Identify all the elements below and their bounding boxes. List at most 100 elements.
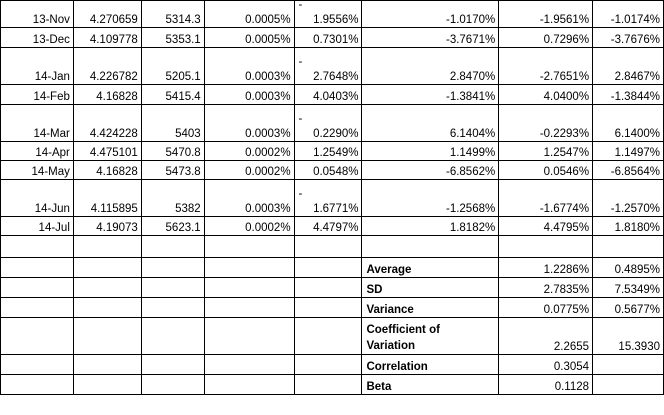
stock-excess-cell: 1.1497% [592, 141, 664, 161]
price-cell: 4.226782 [72, 47, 142, 85]
market-excess-cell: 0.0546% [498, 160, 594, 180]
excess-return-cell: 1.1499% [361, 141, 500, 161]
stat-value-stock: 0.3054 [498, 354, 594, 375]
empty-row [0, 235, 664, 258]
minus-sign: - [298, 113, 303, 125]
market-excess-cell: -2.7651% [498, 47, 594, 85]
stat-value-market: 0.5677% [592, 297, 664, 318]
stat-value-stock: 0.0775% [498, 297, 594, 318]
risk-free-cell: 0.0002% [203, 141, 295, 161]
market-excess-cell: 0.7296% [498, 27, 594, 48]
minus-sign: - [298, 0, 303, 11]
stock-excess-cell: 2.8467% [592, 47, 664, 85]
stock-excess-cell: 6.1400% [592, 104, 664, 142]
stat-value-market: 0.4895% [592, 257, 664, 278]
table-row: 14-Jul 4.19073 5623.1 0.0002% 4.4797% 1.… [0, 216, 664, 236]
index-cell: 5623.1 [140, 216, 205, 236]
risk-free-cell: 0.0003% [203, 179, 295, 217]
market-return-cell: -1.6771% [293, 179, 363, 217]
table-row: 14-Apr 4.475101 5470.8 0.0002% 1.2549% 1… [0, 141, 664, 161]
stat-label: SD [361, 277, 500, 298]
date-cell: 14-Feb [0, 84, 74, 105]
market-excess-cell: -1.6774% [498, 179, 594, 217]
index-cell: 5353.1 [140, 27, 205, 48]
stat-row-average: Average 1.2286% 0.4895% [0, 257, 664, 278]
stat-value-market [592, 354, 664, 375]
date-cell: 14-Jun [0, 179, 74, 217]
stat-row-beta: Beta 0.1128 [0, 374, 664, 395]
excess-return-cell: -1.2568% [361, 179, 500, 217]
market-return-cell: 4.4797% [293, 216, 363, 236]
stock-excess-cell: 1.8180% [592, 216, 664, 236]
stat-row-sd: SD 2.7835% 7.5349% [0, 277, 664, 298]
risk-free-cell: 0.0003% [203, 104, 295, 142]
minus-sign: - [298, 188, 303, 200]
market-excess-cell: 1.2547% [498, 141, 594, 161]
stock-excess-cell: -6.8564% [592, 160, 664, 180]
minus-sign: - [298, 56, 303, 68]
price-cell: 4.424228 [72, 104, 142, 142]
date-cell: 14-Jul [0, 216, 74, 236]
market-excess-cell: 4.0400% [498, 84, 594, 105]
market-return-cell: -1.9556% [293, 0, 363, 28]
market-excess-cell: 4.4795% [498, 216, 594, 236]
date-cell: 14-Jan [0, 47, 74, 85]
risk-free-cell: 0.0003% [203, 84, 295, 105]
stat-value-market [592, 374, 664, 395]
market-return-cell: 4.0403% [293, 84, 363, 105]
market-return-cell: 0.7301% [293, 27, 363, 48]
excess-return-cell: 2.8470% [361, 47, 500, 85]
market-return-cell: -2.7648% [293, 47, 363, 85]
date-cell: 14-Mar [0, 104, 74, 142]
stat-label: Coefficient of Variation [361, 317, 500, 355]
risk-free-cell: 0.0002% [203, 160, 295, 180]
risk-free-cell: 0.0003% [203, 47, 295, 85]
stat-label: Correlation [361, 354, 500, 375]
stat-value-stock: 2.7835% [498, 277, 594, 298]
price-cell: 4.115895 [72, 179, 142, 217]
index-cell: 5473.8 [140, 160, 205, 180]
index-cell: 5415.4 [140, 84, 205, 105]
risk-free-cell: 0.0002% [203, 216, 295, 236]
excess-return-cell: 1.8182% [361, 216, 500, 236]
stock-excess-cell: -1.0174% [592, 0, 664, 28]
price-cell: 4.16828 [72, 160, 142, 180]
stat-row-correlation: Correlation 0.3054 [0, 354, 664, 375]
market-excess-cell: -0.2293% [498, 104, 594, 142]
price-cell: 4.19073 [72, 216, 142, 236]
market-excess-cell: -1.9561% [498, 0, 594, 28]
index-cell: 5470.8 [140, 141, 205, 161]
price-cell: 4.475101 [72, 141, 142, 161]
stock-excess-cell: -3.7676% [592, 27, 664, 48]
table-row: 14-Jun 4.115895 5382 0.0003% -1.6771% -1… [0, 179, 664, 217]
excess-return-cell: -1.3841% [361, 84, 500, 105]
excess-return-cell: 6.1404% [361, 104, 500, 142]
index-cell: 5205.1 [140, 47, 205, 85]
table-row: 14-May 4.16828 5473.8 0.0002% 0.0548% -6… [0, 160, 664, 180]
returns-spreadsheet: 13-Nov 4.270659 5314.3 0.0005% -1.9556% … [0, 0, 664, 395]
stat-label: Average [361, 257, 500, 278]
table-row: 13-Dec 4.109778 5353.1 0.0005% 0.7301% -… [0, 27, 664, 48]
date-cell: 13-Nov [0, 0, 74, 28]
index-cell: 5403 [140, 104, 205, 142]
index-cell: 5382 [140, 179, 205, 217]
stat-value-market: 15.3930 [592, 317, 664, 355]
date-cell: 13-Dec [0, 27, 74, 48]
price-cell: 4.16828 [72, 84, 142, 105]
date-cell: 14-Apr [0, 141, 74, 161]
stat-row-variance: Variance 0.0775% 0.5677% [0, 297, 664, 318]
table-row: 13-Nov 4.270659 5314.3 0.0005% -1.9556% … [0, 0, 664, 28]
stat-value-stock: 1.2286% [498, 257, 594, 278]
stat-value-market: 7.5349% [592, 277, 664, 298]
excess-return-cell: -3.7671% [361, 27, 500, 48]
excess-return-cell: -6.8562% [361, 160, 500, 180]
risk-free-cell: 0.0005% [203, 27, 295, 48]
stat-label: Variance [361, 297, 500, 318]
index-cell: 5314.3 [140, 0, 205, 28]
excess-return-cell: -1.0170% [361, 0, 500, 28]
stat-value-stock: 0.1128 [498, 374, 594, 395]
risk-free-cell: 0.0005% [203, 0, 295, 28]
market-return-cell: 1.2549% [293, 141, 363, 161]
date-cell: 14-May [0, 160, 74, 180]
price-cell: 4.270659 [72, 0, 142, 28]
